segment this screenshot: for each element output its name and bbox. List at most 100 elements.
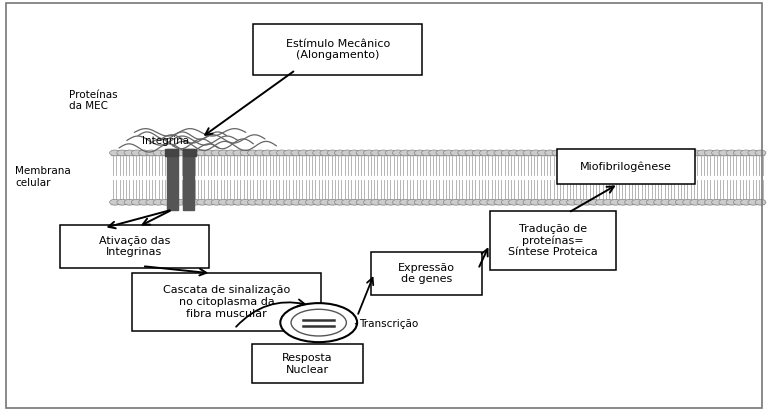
Circle shape	[458, 199, 468, 205]
Text: Cascata de sinalização
no citoplasma da
fibra muscular: Cascata de sinalização no citoplasma da …	[163, 286, 290, 319]
Circle shape	[399, 199, 410, 205]
Circle shape	[719, 199, 730, 205]
Circle shape	[218, 150, 229, 156]
Circle shape	[588, 199, 599, 205]
Circle shape	[386, 199, 396, 205]
Circle shape	[298, 199, 309, 205]
Circle shape	[697, 199, 708, 205]
Circle shape	[270, 199, 280, 205]
Circle shape	[508, 150, 519, 156]
Circle shape	[516, 199, 527, 205]
Circle shape	[146, 199, 157, 205]
FancyBboxPatch shape	[253, 23, 422, 75]
Circle shape	[262, 150, 273, 156]
Circle shape	[639, 150, 650, 156]
Circle shape	[270, 150, 280, 156]
Circle shape	[327, 150, 338, 156]
Circle shape	[161, 199, 171, 205]
Circle shape	[647, 199, 657, 205]
Circle shape	[451, 199, 462, 205]
Circle shape	[131, 199, 142, 205]
Circle shape	[654, 199, 664, 205]
Circle shape	[531, 150, 541, 156]
Bar	[183, 149, 197, 156]
Circle shape	[479, 150, 490, 156]
Circle shape	[167, 150, 178, 156]
Circle shape	[508, 199, 519, 205]
Circle shape	[704, 199, 715, 205]
Circle shape	[240, 199, 251, 205]
Circle shape	[182, 150, 193, 156]
Circle shape	[748, 199, 759, 205]
Text: Integrina: Integrina	[142, 136, 189, 145]
Bar	[164, 149, 177, 156]
Circle shape	[690, 199, 700, 205]
Circle shape	[675, 150, 686, 156]
Circle shape	[596, 150, 607, 156]
Circle shape	[624, 150, 635, 156]
Circle shape	[363, 150, 374, 156]
Circle shape	[335, 199, 346, 205]
Text: Proteínas
da MEC: Proteínas da MEC	[69, 90, 118, 111]
Circle shape	[727, 150, 737, 156]
Circle shape	[124, 150, 135, 156]
Circle shape	[574, 150, 584, 156]
Circle shape	[276, 150, 287, 156]
Circle shape	[138, 199, 149, 205]
Circle shape	[167, 199, 178, 205]
Circle shape	[479, 199, 490, 205]
Circle shape	[567, 150, 578, 156]
Circle shape	[660, 150, 671, 156]
Circle shape	[545, 199, 555, 205]
Circle shape	[683, 150, 694, 156]
Circle shape	[502, 199, 512, 205]
Circle shape	[371, 150, 382, 156]
Circle shape	[161, 150, 171, 156]
Circle shape	[371, 199, 382, 205]
Circle shape	[356, 199, 367, 205]
Circle shape	[407, 150, 418, 156]
Circle shape	[660, 199, 671, 205]
Text: Resposta
Nuclear: Resposta Nuclear	[282, 353, 333, 374]
Text: Tradução de
proteínas=
Síntese Proteica: Tradução de proteínas= Síntese Proteica	[508, 224, 598, 257]
Text: Estímulo Mecânico
(Alongamento): Estímulo Mecânico (Alongamento)	[286, 39, 390, 60]
Circle shape	[262, 199, 273, 205]
Circle shape	[675, 199, 686, 205]
Circle shape	[349, 199, 359, 205]
Circle shape	[399, 150, 410, 156]
Circle shape	[494, 199, 505, 205]
Circle shape	[443, 199, 454, 205]
Circle shape	[117, 199, 127, 205]
Circle shape	[233, 199, 243, 205]
Circle shape	[233, 150, 243, 156]
Circle shape	[436, 150, 447, 156]
Circle shape	[465, 199, 475, 205]
Circle shape	[574, 199, 584, 205]
Circle shape	[624, 199, 635, 205]
Circle shape	[175, 199, 186, 205]
Circle shape	[283, 150, 294, 156]
Circle shape	[733, 199, 744, 205]
Circle shape	[538, 150, 548, 156]
Circle shape	[719, 150, 730, 156]
Circle shape	[755, 199, 766, 205]
Circle shape	[531, 199, 541, 205]
Circle shape	[363, 199, 374, 205]
Circle shape	[342, 199, 353, 205]
Circle shape	[617, 199, 628, 205]
Circle shape	[516, 150, 527, 156]
Circle shape	[697, 150, 708, 156]
Circle shape	[610, 150, 621, 156]
Circle shape	[378, 199, 389, 205]
Circle shape	[748, 150, 759, 156]
Circle shape	[603, 150, 614, 156]
Circle shape	[138, 150, 149, 156]
Circle shape	[240, 150, 251, 156]
Circle shape	[668, 150, 679, 156]
Circle shape	[342, 150, 353, 156]
Circle shape	[197, 150, 207, 156]
Circle shape	[712, 199, 723, 205]
Circle shape	[596, 199, 607, 205]
Circle shape	[712, 150, 723, 156]
Circle shape	[110, 150, 121, 156]
